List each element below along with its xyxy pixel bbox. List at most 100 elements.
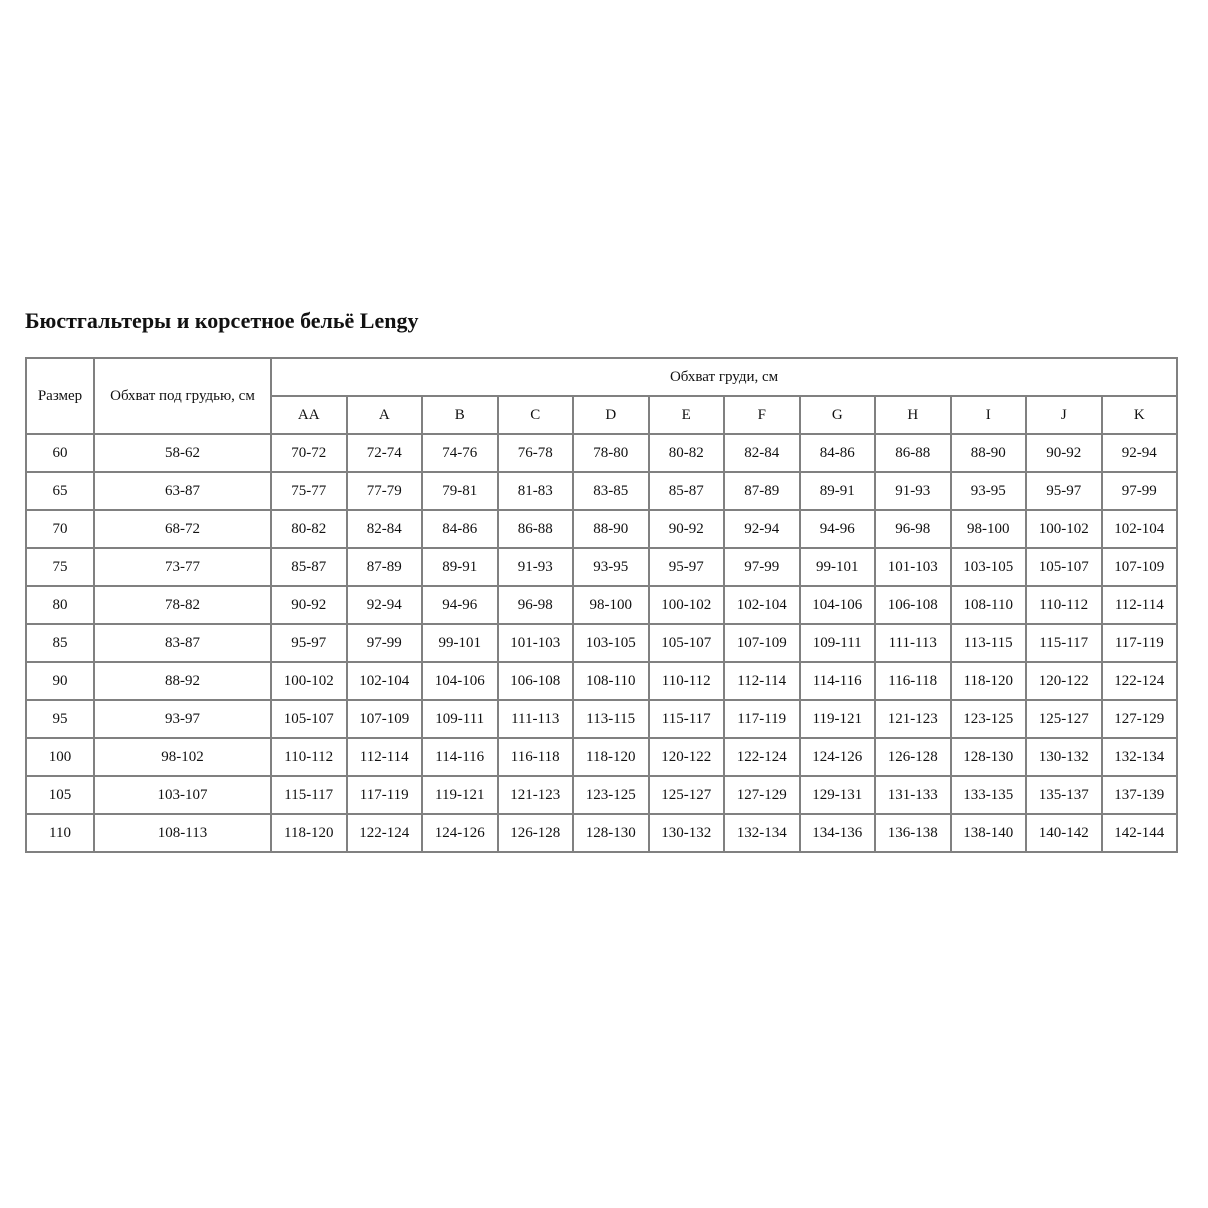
header-cup: C [496,395,574,435]
header-cup: E [647,395,725,435]
bust-cell: 124-126 [798,737,876,777]
bust-cell: 96-98 [874,509,952,549]
bust-cell: 114-116 [421,737,499,777]
bust-cell: 127-129 [723,775,801,815]
bust-cell: 107-109 [345,699,423,739]
bust-cell: 121-123 [874,699,952,739]
underbust-cell: 93-97 [93,699,272,739]
underbust-cell: 98-102 [93,737,272,777]
bust-cell: 116-118 [496,737,574,777]
bust-cell: 118-120 [270,813,348,853]
size-cell: 110 [25,813,95,853]
bust-cell: 125-127 [647,775,725,815]
bust-cell: 100-102 [647,585,725,625]
bust-cell: 75-77 [270,471,348,511]
bust-cell: 85-87 [647,471,725,511]
bust-cell: 102-104 [1100,509,1179,549]
bust-cell: 107-109 [723,623,801,663]
bust-cell: 72-74 [345,433,423,473]
bust-cell: 105-107 [647,623,725,663]
bust-cell: 88-90 [949,433,1027,473]
bust-cell: 113-115 [572,699,650,739]
bust-cell: 95-97 [647,547,725,587]
bust-cell: 113-115 [949,623,1027,663]
bust-cell: 107-109 [1100,547,1179,587]
bust-cell: 94-96 [798,509,876,549]
bust-cell: 140-142 [1025,813,1103,853]
size-cell: 105 [25,775,95,815]
bust-cell: 101-103 [874,547,952,587]
bust-cell: 103-105 [949,547,1027,587]
bust-cell: 112-114 [345,737,423,777]
size-cell: 70 [25,509,95,549]
bust-cell: 122-124 [345,813,423,853]
bust-cell: 132-134 [1100,737,1179,777]
bust-cell: 105-107 [1025,547,1103,587]
bust-cell: 118-120 [949,661,1027,701]
bust-cell: 84-86 [798,433,876,473]
bust-cell: 92-94 [1100,433,1179,473]
bust-cell: 95-97 [1025,471,1103,511]
bust-cell: 109-111 [421,699,499,739]
bust-cell: 98-100 [949,509,1027,549]
table-row: 95 93-97 105-107 107-109 109-111 111-113 113-1… [25,699,1179,739]
bust-cell: 89-91 [798,471,876,511]
bust-cell: 89-91 [421,547,499,587]
bust-cell: 110-112 [647,661,725,701]
bust-cell: 92-94 [345,585,423,625]
bust-cell: 130-132 [1025,737,1103,777]
bust-cell: 112-114 [723,661,801,701]
bust-cell: 106-108 [874,585,952,625]
bust-cell: 91-93 [496,547,574,587]
underbust-cell: 88-92 [93,661,272,701]
bust-cell: 94-96 [421,585,499,625]
bust-cell: 127-129 [1100,699,1179,739]
table-row: 105 103-107 115-117 117-119 119-121 121-123 12… [25,775,1179,815]
table-row: 65 63-87 75-77 77-79 79-81 81-83 83-85 85-87 87-… [25,471,1179,511]
bust-cell: 77-79 [345,471,423,511]
underbust-cell: 73-77 [93,547,272,587]
bust-cell: 135-137 [1025,775,1103,815]
bust-cell: 138-140 [949,813,1027,853]
bust-cell: 86-88 [874,433,952,473]
bust-cell: 92-94 [723,509,801,549]
bust-cell: 111-113 [874,623,952,663]
size-cell: 95 [25,699,95,739]
bust-cell: 120-122 [647,737,725,777]
bust-cell: 102-104 [723,585,801,625]
bust-cell: 117-119 [345,775,423,815]
bust-cell: 123-125 [572,775,650,815]
header-bust: Обхват груди, см [269,357,1179,397]
bust-cell: 79-81 [421,471,499,511]
bust-cell: 78-80 [572,433,650,473]
bust-cell: 82-84 [345,509,423,549]
bust-cell: 99-101 [798,547,876,587]
bust-cell: 82-84 [723,433,801,473]
underbust-cell: 78-82 [93,585,272,625]
size-cell: 100 [25,737,95,777]
bust-cell: 100-102 [270,661,348,701]
header-cup: I [949,395,1027,435]
bust-cell: 108-110 [572,661,650,701]
bust-cell: 125-127 [1025,699,1103,739]
header-size: Размер [25,357,95,435]
bust-cell: 121-123 [496,775,574,815]
bust-cell: 98-100 [572,585,650,625]
bust-cell: 115-117 [1025,623,1103,663]
bust-cell: 129-131 [798,775,876,815]
table-row: 100 98-102 110-112 112-114 114-116 116-118 118… [25,737,1179,777]
bust-cell: 88-90 [572,509,650,549]
size-cell: 65 [25,471,95,511]
bust-cell: 74-76 [421,433,499,473]
bust-cell: 136-138 [874,813,952,853]
table-row: 85 83-87 95-97 97-99 99-101 101-103 103-105 105… [25,623,1179,663]
bust-cell: 137-139 [1100,775,1179,815]
bust-cell: 97-99 [345,623,423,663]
bust-cell: 106-108 [496,661,574,701]
bust-cell: 93-95 [949,471,1027,511]
header-cup: AA [270,395,348,435]
bust-cell: 116-118 [874,661,952,701]
bust-cell: 126-128 [874,737,952,777]
bust-cell: 90-92 [270,585,348,625]
size-cell: 85 [25,623,95,663]
